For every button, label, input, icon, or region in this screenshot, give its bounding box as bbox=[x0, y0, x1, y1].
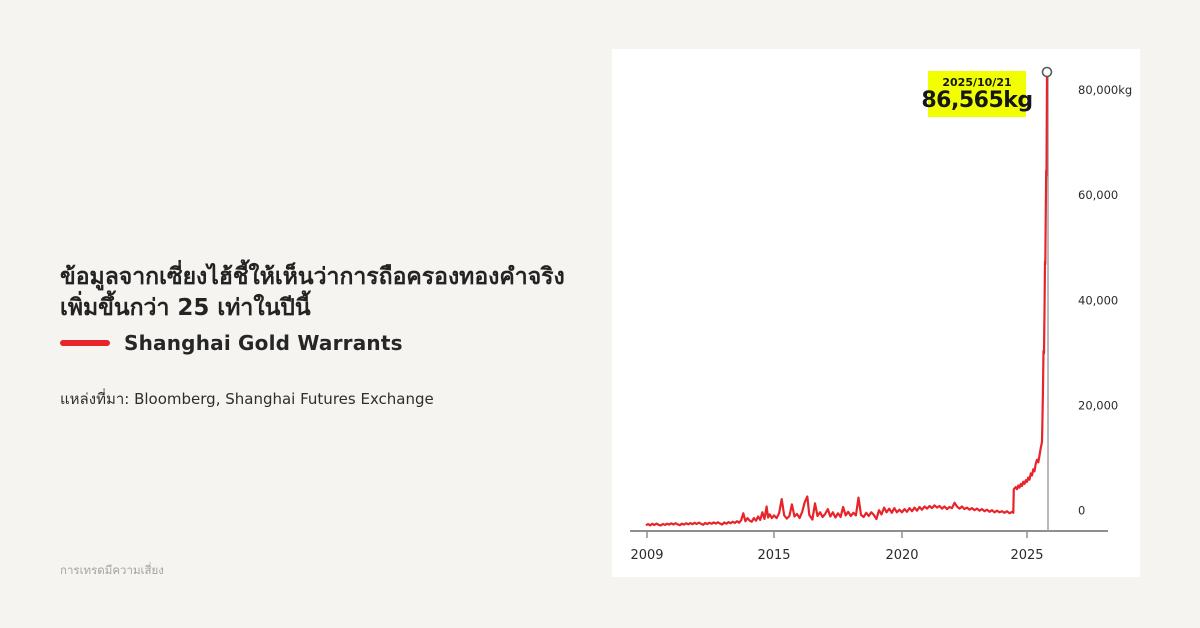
data-source-note: แหล่งที่มา: Bloomberg, Shanghai Futures … bbox=[60, 390, 434, 408]
annotation-value: 86,565kg bbox=[921, 87, 1033, 113]
x-axis-label: 2025 bbox=[1010, 548, 1043, 563]
x-axis-label: 2015 bbox=[757, 548, 790, 563]
x-axis-label: 2020 bbox=[885, 548, 918, 563]
x-axis-label: 2009 bbox=[630, 548, 663, 563]
y-axis-label: 80,000kg bbox=[1078, 83, 1132, 97]
y-axis-label: 20,000 bbox=[1078, 398, 1118, 412]
legend-line-swatch bbox=[60, 340, 110, 346]
annotation-date: 2025/10/21 bbox=[942, 75, 1012, 89]
gold-warrants-line-chart: 2009 2015 2020 2025 80,000kg 60,000 40,000 20,0… bbox=[630, 66, 1132, 563]
y-axis-label: 0 bbox=[1078, 504, 1085, 518]
risk-disclaimer: การเทรดมีความเสี่ยง bbox=[60, 563, 164, 577]
chart-legend: Shanghai Gold Warrants bbox=[60, 331, 403, 355]
chart-card: 2009 2015 2020 2025 80,000kg 60,000 40,000 20,0… bbox=[612, 49, 1140, 577]
peak-marker-icon bbox=[1041, 66, 1053, 78]
y-axis-label: 60,000 bbox=[1078, 188, 1118, 202]
gold-warrants-series-line bbox=[645, 71, 1049, 527]
headline-line-1: ข้อมูลจากเซี่ยงไฮ้ชี้ให้เห็นว่าการถือครอ… bbox=[60, 264, 565, 290]
annotation-callout: 2025/10/21 86,565kg bbox=[921, 71, 1033, 117]
headline: ข้อมูลจากเซี่ยงไฮ้ชี้ให้เห็นว่าการถือครอ… bbox=[60, 262, 600, 324]
legend-series-label: Shanghai Gold Warrants bbox=[124, 331, 403, 355]
headline-line-2: เพิ่มขึ้นกว่า 25 เท่าในปีนี้ bbox=[60, 295, 311, 321]
y-axis-label: 40,000 bbox=[1078, 293, 1118, 307]
